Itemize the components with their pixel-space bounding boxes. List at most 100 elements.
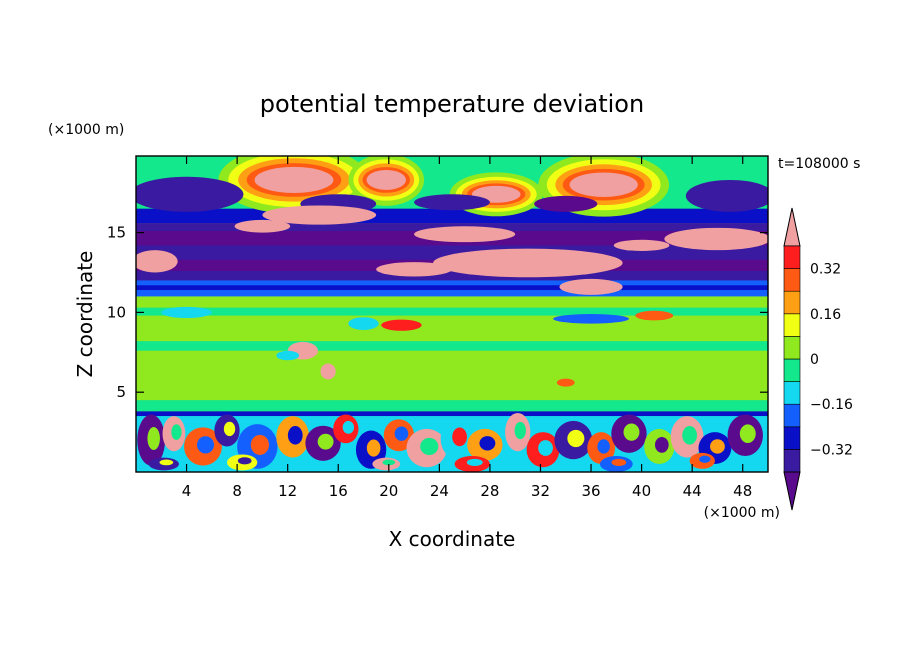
colorbar-tick-label: −0.32 bbox=[810, 442, 853, 458]
colorbar-swatch bbox=[783, 381, 801, 405]
x-tick-label: 40 bbox=[632, 482, 651, 500]
eddy-core bbox=[682, 425, 698, 445]
eddy-core bbox=[567, 429, 585, 448]
x-tick-label: 16 bbox=[329, 482, 348, 500]
field-band bbox=[136, 307, 768, 316]
field-blob bbox=[553, 314, 629, 324]
eddy-core bbox=[287, 425, 303, 445]
y-tick-label: 5 bbox=[116, 383, 126, 401]
eddy-core bbox=[366, 439, 381, 457]
x-axis-title: X coordinate bbox=[389, 527, 516, 551]
chart-title: potential temperature deviation bbox=[260, 90, 644, 118]
colorbar-swatch bbox=[783, 245, 801, 269]
colorbar-tick-label: −0.16 bbox=[810, 397, 853, 413]
eddy-core bbox=[654, 436, 669, 453]
colorbar-swatch bbox=[783, 313, 801, 337]
field-band bbox=[136, 400, 768, 412]
y-unit-label: (×1000 m) bbox=[48, 122, 124, 138]
field-blob bbox=[234, 219, 291, 233]
eddy-core bbox=[611, 458, 627, 467]
eddy-core bbox=[394, 426, 409, 441]
field-blob bbox=[569, 172, 638, 197]
colorbar-swatch bbox=[783, 426, 801, 450]
colorbar-swatch bbox=[783, 449, 801, 473]
x-tick-label: 28 bbox=[480, 482, 499, 500]
field-blob bbox=[559, 278, 623, 295]
x-tick-label: 8 bbox=[232, 482, 242, 500]
colorbar-tick-label: 0.32 bbox=[810, 262, 841, 278]
field-blob bbox=[276, 350, 300, 361]
y-axis-title: Z coordinate bbox=[73, 251, 97, 378]
eddy-core bbox=[147, 426, 160, 450]
eddy-core bbox=[342, 420, 355, 434]
x-tick-label: 12 bbox=[278, 482, 297, 500]
eddy-core bbox=[452, 427, 467, 447]
colorbar-max-extension bbox=[783, 207, 801, 247]
field-band bbox=[136, 285, 768, 291]
eddy-core bbox=[479, 436, 496, 451]
eddy-core bbox=[699, 455, 711, 463]
eddy-core bbox=[623, 423, 640, 441]
field-blob bbox=[635, 310, 674, 321]
eddy-core bbox=[466, 458, 483, 467]
colorbar-min-extension bbox=[783, 471, 801, 511]
eddy-core bbox=[196, 436, 215, 454]
eddy-core bbox=[159, 459, 174, 466]
colorbar-swatch bbox=[783, 290, 801, 315]
eddy-core bbox=[710, 439, 725, 454]
field-blob bbox=[613, 239, 670, 251]
field-blob bbox=[254, 166, 334, 193]
x-tick-label: 32 bbox=[531, 482, 550, 500]
field-band bbox=[136, 411, 768, 417]
colorbar-swatch bbox=[783, 336, 801, 360]
field-blob bbox=[348, 317, 379, 330]
eddy-core bbox=[538, 440, 553, 456]
x-tick-label: 4 bbox=[182, 482, 192, 500]
eddy-core bbox=[223, 421, 236, 437]
field-band bbox=[136, 341, 768, 351]
eddy-core bbox=[514, 421, 526, 440]
eddy-core bbox=[739, 424, 756, 444]
field-blob bbox=[556, 378, 575, 387]
eddy-core bbox=[171, 424, 182, 441]
field-blob bbox=[161, 306, 212, 318]
field-blob bbox=[366, 169, 406, 190]
x-tick-label: 24 bbox=[430, 482, 449, 500]
colorbar-tick-label: 0.16 bbox=[810, 307, 841, 323]
field-blob bbox=[414, 194, 490, 211]
field-blob bbox=[136, 176, 244, 212]
time-label: t=108000 s bbox=[778, 156, 860, 172]
field-blob bbox=[433, 248, 623, 278]
eddy-core bbox=[237, 457, 252, 465]
eddy-core bbox=[250, 434, 269, 455]
x-tick-label: 36 bbox=[581, 482, 600, 500]
field-blob bbox=[664, 227, 768, 251]
eddy-core bbox=[382, 459, 396, 466]
heatmap-field bbox=[136, 156, 768, 472]
x-tick-label: 20 bbox=[379, 482, 398, 500]
field-blob bbox=[136, 250, 178, 273]
field-blob bbox=[381, 319, 422, 331]
eddy-core bbox=[420, 437, 439, 456]
colorbar: 0.32 0.16 0 −0.16 −0.32 bbox=[783, 207, 853, 511]
field-blob bbox=[534, 195, 598, 212]
field-blob bbox=[376, 262, 452, 277]
field-blob bbox=[685, 179, 768, 212]
x-unit-label: (×1000 m) bbox=[704, 505, 780, 521]
field-band bbox=[136, 208, 768, 224]
y-tick-label: 15 bbox=[107, 224, 126, 242]
field-blob bbox=[320, 363, 336, 380]
plot-frame bbox=[135, 155, 769, 473]
colorbar-swatch bbox=[783, 358, 801, 382]
colorbar-swatch bbox=[783, 268, 801, 292]
x-tick-label: 44 bbox=[683, 482, 702, 500]
x-tick-label: 48 bbox=[733, 482, 752, 500]
y-tick-label: 10 bbox=[107, 303, 126, 321]
field-blob bbox=[414, 226, 516, 243]
field-blob bbox=[262, 205, 377, 225]
colorbar-tick-label: 0 bbox=[810, 352, 819, 368]
eddy-core bbox=[597, 439, 610, 454]
